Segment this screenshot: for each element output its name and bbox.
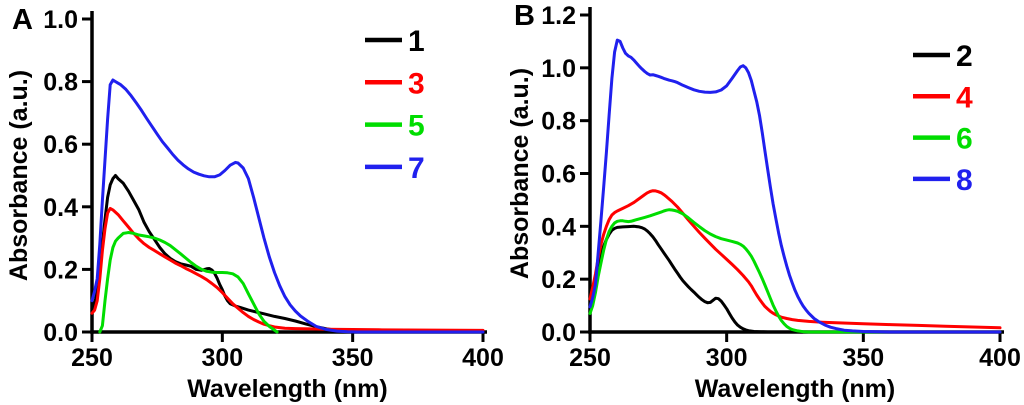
x-axis-title: Wavelength (nm)	[187, 375, 387, 403]
panel-B: 250 300 350 400 0.0 0.2 0.4 0.6 0.8 1.0 1.2 Wavelen…	[506, 2, 1021, 403]
series-line-3	[90, 206, 485, 332]
y-tick-label: 1.0	[43, 6, 78, 34]
y-tick-label: 0.4	[541, 213, 576, 241]
legend-label-6: 6	[956, 123, 973, 156]
x-tick-label: 250	[71, 344, 113, 372]
legend-label-4: 4	[956, 81, 973, 114]
y-tick-label: 0.2	[541, 266, 576, 294]
y-tick-label: 0.8	[43, 69, 78, 97]
x-tick-label: 350	[332, 344, 374, 372]
panel-A: 250 300 350 400 0.0 0.2 0.4 0.6 0.8 1.0 Wavelength…	[5, 6, 504, 403]
legend-label-3: 3	[408, 67, 425, 100]
series-line-1	[90, 174, 485, 334]
legend-label-1: 1	[408, 25, 425, 58]
y-tick-label: 0.6	[43, 131, 78, 159]
x-axis-title: Wavelength (nm)	[695, 375, 895, 403]
legend-label-5: 5	[408, 110, 425, 143]
x-tick-label: 300	[706, 344, 748, 372]
y-tick-label: 0.0	[541, 319, 576, 347]
legend-label-8: 8	[956, 164, 973, 197]
y-axis-title: Absorbance (a.u.)	[5, 70, 33, 281]
y-tick-label: 0.8	[541, 108, 576, 136]
y-tick-label: 0.4	[43, 194, 78, 222]
series-line-6	[588, 208, 1002, 334]
series-line-2	[588, 224, 1002, 334]
legend-label-2: 2	[956, 40, 973, 73]
x-tick-label: 350	[842, 344, 884, 372]
series-line-7	[90, 78, 485, 334]
panel-label-b: B	[514, 0, 535, 32]
x-tick-label: 400	[979, 344, 1021, 372]
y-tick-label: 1.0	[541, 55, 576, 83]
series-line-5	[98, 231, 279, 334]
x-tick-label: 300	[201, 344, 243, 372]
x-tick-label: 400	[462, 344, 504, 372]
y-tick-label: 0.2	[43, 256, 78, 284]
x-tick-label: 250	[569, 344, 611, 372]
y-tick-label: 0.6	[541, 161, 576, 189]
y-tick-label: 1.2	[541, 2, 576, 30]
series-line-4	[588, 189, 1002, 330]
legend-label-7: 7	[408, 152, 425, 185]
series-line-8	[588, 38, 1002, 334]
y-axis-title: Absorbance (a.u.)	[506, 68, 534, 279]
panel-label-a: A	[12, 4, 33, 36]
y-tick-label: 0.0	[43, 319, 78, 347]
